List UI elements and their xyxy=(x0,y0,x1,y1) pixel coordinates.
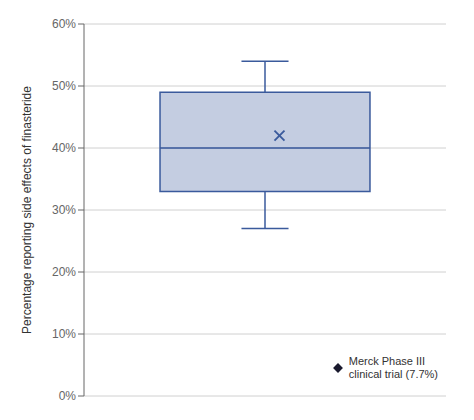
svg-text:Percentage reporting side effe: Percentage reporting side effects of fin… xyxy=(20,86,34,334)
svg-text:50%: 50% xyxy=(52,79,76,93)
html-text:Merck Phase III clinical trial: Merck Phase III clinical trial (7.7%) xyxy=(348,354,438,381)
svg-text:20%: 20% xyxy=(52,265,76,279)
svg-text:60%: 60% xyxy=(52,17,76,31)
svg-text:0%: 0% xyxy=(59,389,77,403)
svg-text:30%: 30% xyxy=(52,203,76,217)
svg-text:40%: 40% xyxy=(52,141,76,155)
svg-text:10%: 10% xyxy=(52,327,76,341)
